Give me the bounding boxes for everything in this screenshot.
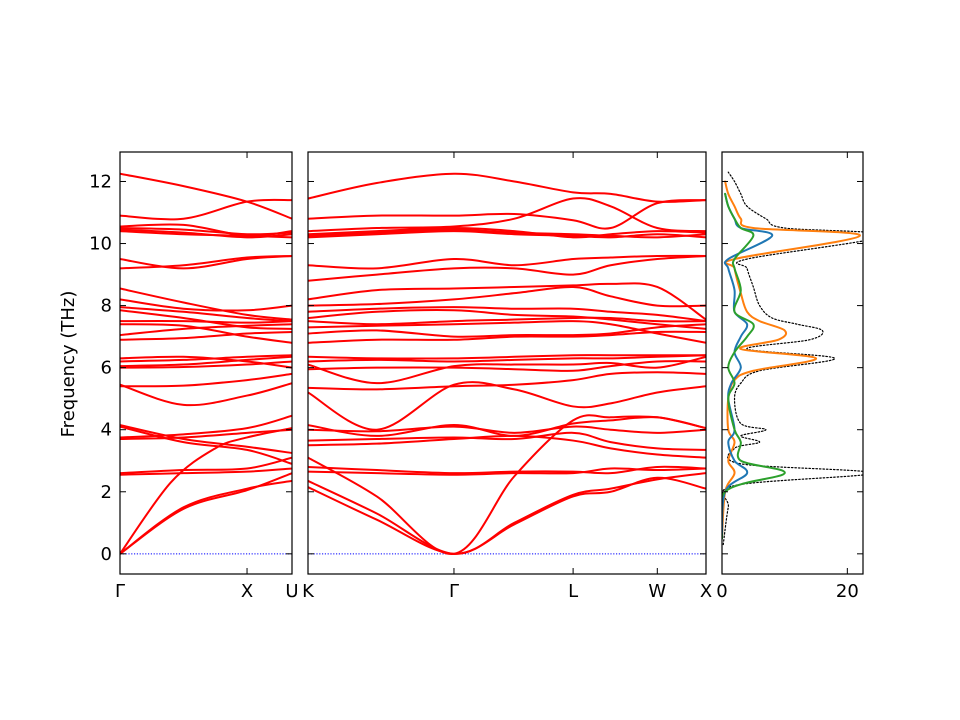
plot-area xyxy=(722,171,863,546)
phonon-band-4 xyxy=(120,456,292,475)
phonon-band-26 xyxy=(120,228,292,239)
phonon-band-29 xyxy=(308,199,706,230)
phonon-band-10 xyxy=(308,371,706,391)
phonon-band-5 xyxy=(120,428,292,441)
phonon-band-28 xyxy=(308,197,706,233)
y-tick-label: 2 xyxy=(101,482,112,503)
x-tick-label: X xyxy=(241,581,253,602)
phonon-band-28 xyxy=(120,223,292,237)
phonon-band-6 xyxy=(308,431,706,451)
phonon-band-14 xyxy=(308,354,706,360)
x-tick-label: 0 xyxy=(716,581,727,602)
phonon-band-16 xyxy=(308,323,706,338)
phonon-band-22 xyxy=(308,282,706,321)
phonon-band-25 xyxy=(308,230,706,239)
band-structure-left-panel: Γ X U 0 2 4 6 8 10 12 xyxy=(89,151,299,602)
dos-curve-3 xyxy=(722,192,786,540)
x-tick-label: Γ xyxy=(115,581,125,602)
axes-frame xyxy=(119,151,293,575)
phonon-band-22 xyxy=(120,287,292,321)
phonon-band-20 xyxy=(308,306,706,323)
dos-curve-0 xyxy=(722,171,863,546)
phonon-band-18 xyxy=(308,316,706,326)
y-tick-label: 10 xyxy=(89,234,112,255)
phonon-band-24 xyxy=(120,254,292,270)
dos-curve-2 xyxy=(722,192,774,540)
phonon-band-24 xyxy=(308,254,706,270)
x-tick-label: L xyxy=(568,581,578,602)
phonon-band-29 xyxy=(120,198,292,221)
phonon-band-19 xyxy=(120,309,292,330)
phonon-band-14 xyxy=(120,355,292,369)
dos-curve-1 xyxy=(722,180,861,540)
phonon-band-17 xyxy=(308,320,706,344)
phonon-band-0 xyxy=(308,476,706,555)
x-tick-label: W xyxy=(648,581,666,602)
phonon-band-19 xyxy=(308,309,706,330)
phonon-band-10 xyxy=(120,382,292,407)
phonon-band-21 xyxy=(120,298,292,312)
axes-frame xyxy=(721,151,864,575)
y-tick-label: 8 xyxy=(101,296,112,317)
phonon-band-13 xyxy=(308,354,706,363)
x-tick-label: X xyxy=(700,581,712,602)
phonon-band-21 xyxy=(308,285,706,308)
phonon-band-20 xyxy=(120,306,292,323)
phonon-band-3 xyxy=(308,467,706,476)
phonon-band-23 xyxy=(308,254,706,282)
y-axis-label: Frequency (THz) xyxy=(58,291,79,438)
y-tick-label: 6 xyxy=(101,358,112,379)
phonon-band-8 xyxy=(120,424,292,454)
phonon-band-18 xyxy=(120,319,292,324)
plot-area xyxy=(308,172,706,555)
phonon-band-11 xyxy=(120,360,292,369)
y-tick-label: 0 xyxy=(101,544,112,565)
axes-frame xyxy=(307,151,707,575)
phonon-band-7 xyxy=(120,425,292,465)
phonon-band-9 xyxy=(308,381,706,431)
phonon-band-12 xyxy=(308,355,706,385)
plot-area xyxy=(120,172,292,555)
phonon-band-6 xyxy=(120,414,292,439)
phonon-band-30 xyxy=(120,172,292,220)
phonon-band-15 xyxy=(120,330,292,341)
phonon-band-4 xyxy=(308,465,706,475)
phonon-band-1 xyxy=(120,479,292,555)
x-tick-label: Γ xyxy=(449,581,459,602)
y-tick-label: 4 xyxy=(101,420,112,441)
phonon-band-1 xyxy=(308,472,706,555)
x-tick-label: U xyxy=(285,581,298,602)
phonon-band-2 xyxy=(120,427,292,555)
phonon-band-11 xyxy=(308,360,706,372)
phonon-band-7 xyxy=(308,425,706,434)
density-of-states-panel: 0 20 xyxy=(716,151,864,602)
phonon-band-16 xyxy=(120,323,292,337)
phonon-band-30 xyxy=(308,172,706,203)
x-tick-label: K xyxy=(302,581,315,602)
phonon-band-3 xyxy=(120,467,292,476)
x-tick-label: 20 xyxy=(836,581,859,602)
phonon-band-17 xyxy=(120,323,292,344)
phonon-band-12 xyxy=(120,355,292,368)
phonon-band-9 xyxy=(120,372,292,388)
phonon-band-27 xyxy=(308,227,706,239)
y-tick-label: 12 xyxy=(89,171,112,192)
phonon-band-8 xyxy=(308,416,706,437)
